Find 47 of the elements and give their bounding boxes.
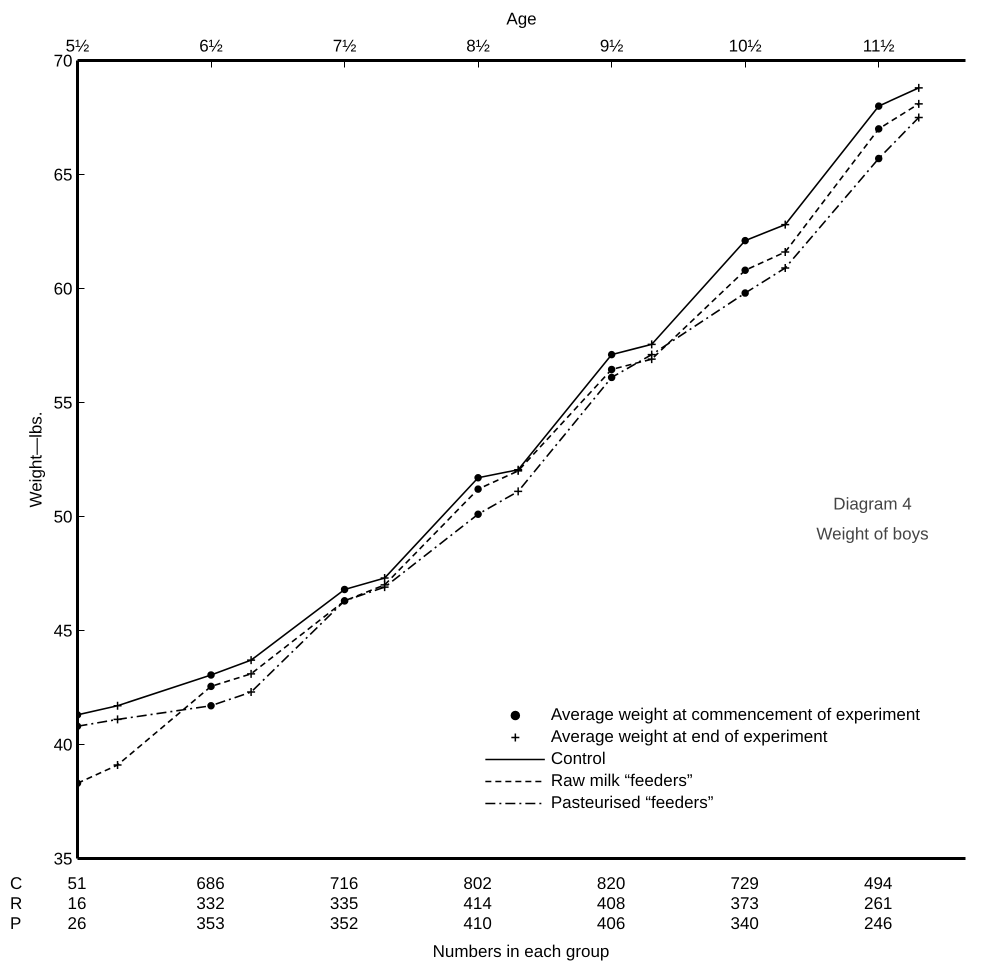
y-tick-label: 55 xyxy=(54,394,73,412)
text: 26 xyxy=(68,914,86,934)
x-tick-label: 10½ xyxy=(728,36,762,56)
y-tick-label: 45 xyxy=(54,622,73,640)
text: 406 xyxy=(596,914,626,934)
text: 820 xyxy=(596,874,626,894)
text: Diagram 4 xyxy=(833,494,912,514)
text: 716 xyxy=(330,874,358,894)
text: R xyxy=(10,894,22,914)
legend-label: Raw milk “feeders” xyxy=(550,771,693,791)
text: 373 xyxy=(730,894,759,914)
x-tick-label: 8½ xyxy=(466,36,490,56)
text: 686 xyxy=(196,874,225,894)
text: 51 xyxy=(68,874,86,894)
text: 414 xyxy=(463,894,492,914)
text: 332 xyxy=(196,894,225,914)
legend-label: Average weight at end of experiment xyxy=(550,727,828,747)
text: 246 xyxy=(864,914,892,934)
text: 352 xyxy=(330,914,358,934)
text: Weight of boys xyxy=(816,524,929,544)
text: 353 xyxy=(196,914,225,934)
y-tick-label: 60 xyxy=(54,280,73,298)
y-axis-title: Weight—lbs. xyxy=(26,411,46,508)
text: 410 xyxy=(463,914,492,934)
x-tick-label: 11½ xyxy=(862,36,895,56)
legend-label: Control xyxy=(550,749,606,769)
x-tick-label: 9½ xyxy=(600,36,624,56)
text: C xyxy=(10,874,22,894)
text: 261 xyxy=(864,894,892,914)
text: 494 xyxy=(864,874,892,894)
text: 729 xyxy=(730,874,759,894)
y-tick-label: 65 xyxy=(54,166,73,184)
x-tick-label: 7½ xyxy=(332,36,356,56)
text: 16 xyxy=(68,894,86,914)
legend-label: Average weight at commencement of experiment xyxy=(550,705,920,725)
text: 802 xyxy=(463,874,492,894)
y-tick-label: 40 xyxy=(54,736,73,754)
text: Numbers in each group xyxy=(432,942,610,962)
text: 340 xyxy=(730,914,759,934)
legend-label: Pasteurised “feeders” xyxy=(550,793,714,813)
y-tick-label: 35 xyxy=(54,850,73,868)
x-tick-label: 6½ xyxy=(199,36,223,56)
text: P xyxy=(10,914,22,934)
y-tick-label: 50 xyxy=(54,508,73,526)
x-axis-title: Age xyxy=(506,10,537,28)
text: 335 xyxy=(330,894,358,914)
text: 408 xyxy=(596,894,626,914)
